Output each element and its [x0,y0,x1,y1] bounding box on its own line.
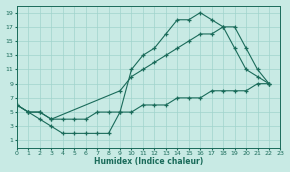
X-axis label: Humidex (Indice chaleur): Humidex (Indice chaleur) [94,157,203,166]
